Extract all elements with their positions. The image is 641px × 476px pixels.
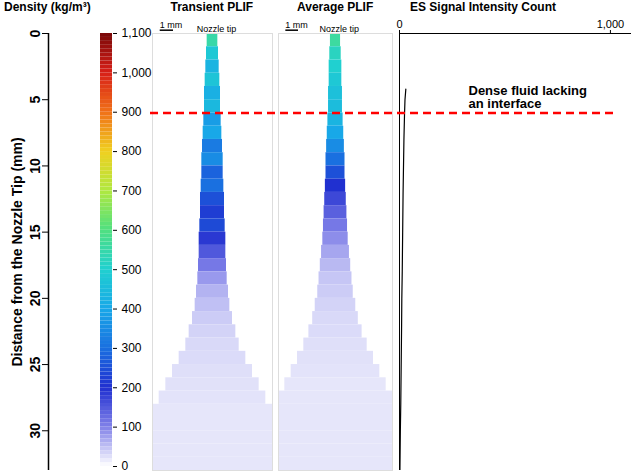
svg-text:30: 30	[27, 423, 43, 439]
html-text:Density (kg/m³): Density (kg/m³)	[4, 0, 91, 14]
svg-text:Dense fluid lackingan interfac: Dense fluid lackingan interface	[469, 83, 588, 111]
svg-text:100: 100	[122, 420, 142, 434]
svg-text:5: 5	[27, 96, 43, 104]
html-text:Transient PLIF: Transient PLIF	[170, 0, 254, 14]
svg-text:600: 600	[122, 223, 142, 237]
svg-text:200: 200	[122, 381, 142, 395]
svg-text:0: 0	[122, 459, 129, 473]
svg-text:Nozzle tip: Nozzle tip	[320, 24, 360, 34]
svg-text:500: 500	[122, 263, 142, 277]
svg-text:15: 15	[27, 224, 43, 240]
svg-text:1,000: 1,000	[122, 66, 152, 80]
svg-text:1,000: 1,000	[597, 18, 625, 30]
svg-text:Nozzle tip: Nozzle tip	[197, 24, 237, 34]
svg-text:Distance from the Nozzle Tip (: Distance from the Nozzle Tip (mm)	[9, 137, 25, 366]
svg-text:1 mm: 1 mm	[160, 20, 183, 30]
svg-text:25: 25	[27, 357, 43, 373]
svg-text:1,100: 1,100	[122, 26, 152, 40]
svg-text:0: 0	[396, 18, 402, 30]
svg-text:10: 10	[27, 158, 43, 174]
svg-text:900: 900	[122, 105, 142, 119]
svg-text:700: 700	[122, 184, 142, 198]
svg-text:1 mm: 1 mm	[285, 20, 308, 30]
svg-text:0: 0	[27, 29, 43, 37]
svg-text:800: 800	[122, 144, 142, 158]
svg-text:300: 300	[122, 341, 142, 355]
svg-text:20: 20	[27, 290, 43, 306]
html-text:ES Signal Intensity Count: ES Signal Intensity Count	[410, 0, 556, 14]
html-text:Average PLIF: Average PLIF	[297, 0, 374, 14]
svg-text:400: 400	[122, 302, 142, 316]
